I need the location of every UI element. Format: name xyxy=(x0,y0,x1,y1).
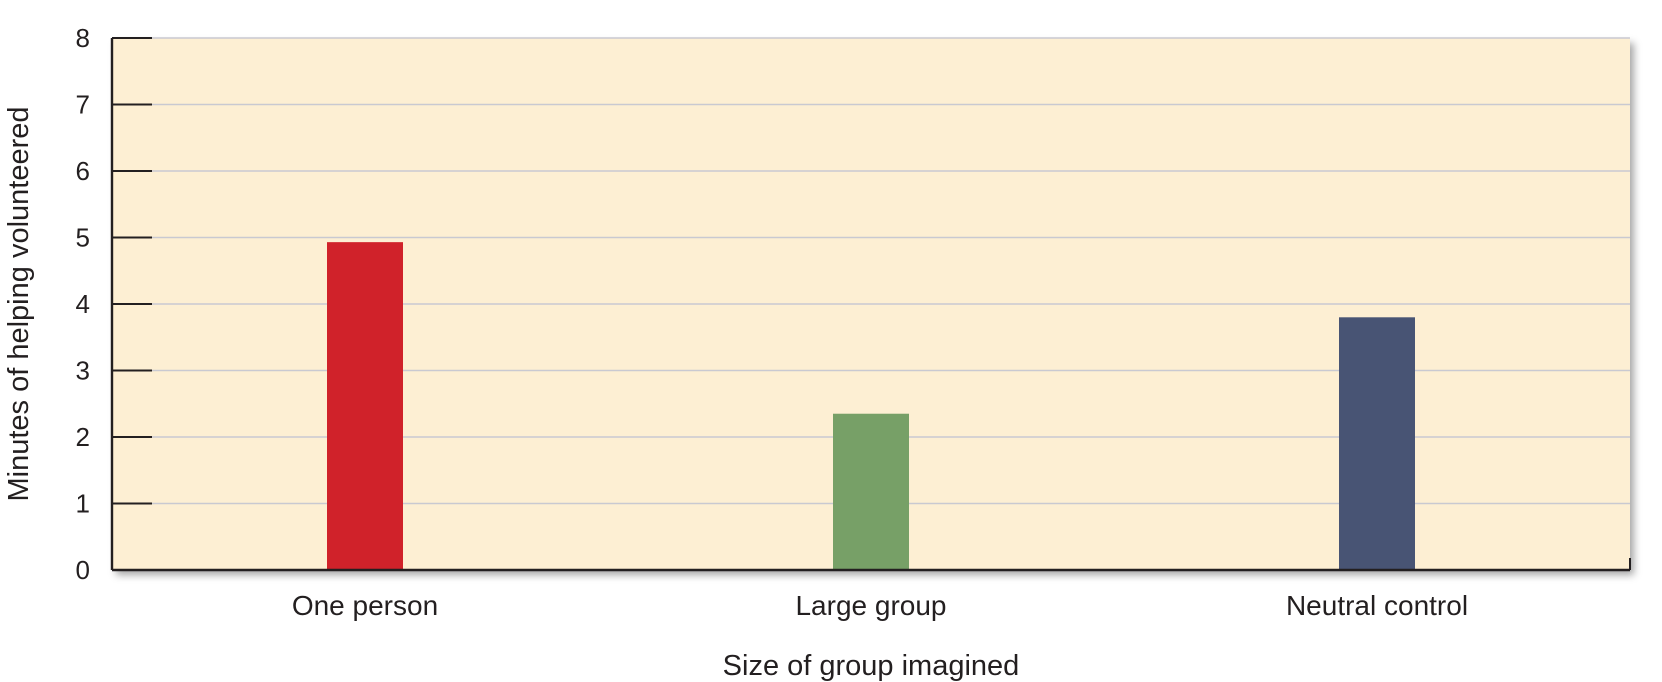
y-tick-label: 6 xyxy=(76,156,90,186)
y-tick-label: 0 xyxy=(76,555,90,585)
x-category-label: Neutral control xyxy=(1286,590,1468,621)
y-tick-label: 1 xyxy=(76,489,90,519)
y-tick-label: 3 xyxy=(76,356,90,386)
y-tick-label: 8 xyxy=(76,23,90,53)
y-tick-label: 7 xyxy=(76,90,90,120)
bar-neutral-control xyxy=(1339,317,1415,570)
bar-one-person xyxy=(327,242,403,570)
y-tick-labels: 0 1 2 3 4 5 6 7 8 xyxy=(76,23,90,585)
x-axis-title: Size of group imagined xyxy=(723,650,1020,682)
y-tick-label: 4 xyxy=(76,289,90,319)
y-tick-label: 5 xyxy=(76,223,90,253)
y-axis-title: Minutes of helping volunteered xyxy=(3,107,35,502)
x-category-label: Large group xyxy=(795,590,946,621)
bars xyxy=(327,242,1415,570)
x-category-label: One person xyxy=(292,590,438,621)
axes xyxy=(110,37,1631,572)
y-tick-label: 2 xyxy=(76,422,90,452)
x-category-labels: One person Large group Neutral control xyxy=(292,590,1468,621)
bar-large-group xyxy=(833,413,909,570)
